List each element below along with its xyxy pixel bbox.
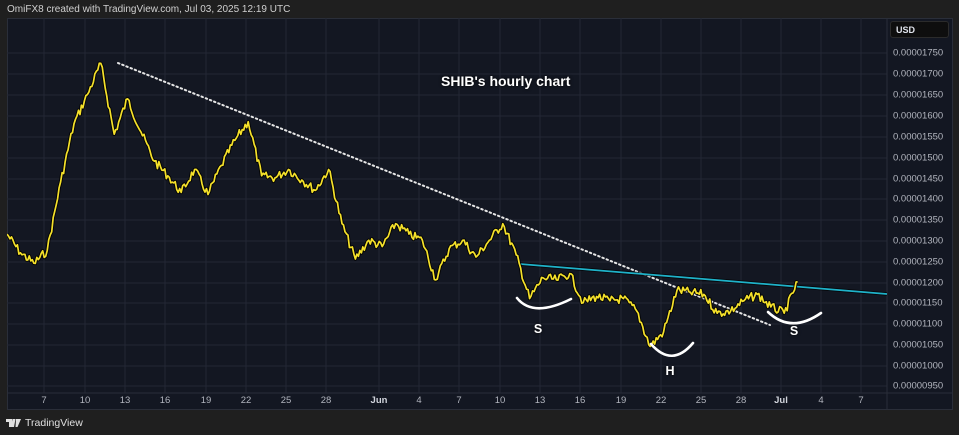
left-shoulder-arc <box>515 296 573 310</box>
time-tick-label: 22 <box>240 395 252 406</box>
price-tick-label: 0.00001600 <box>893 110 944 122</box>
time-tick-label: 7 <box>456 395 462 406</box>
time-tick-label: 13 <box>119 395 131 406</box>
price-tick-label: 0.00001050 <box>893 339 944 351</box>
time-tick-label: 25 <box>695 395 707 406</box>
time-tick-label: 13 <box>534 395 546 406</box>
right-shoulder-arc <box>766 310 823 325</box>
time-tick-label: 4 <box>818 395 824 406</box>
currency-selector[interactable]: USD <box>890 21 949 38</box>
price-tick-label: 0.00001300 <box>893 235 944 247</box>
tradingview-logo-icon <box>6 419 21 427</box>
time-tick-label: Jun <box>370 395 388 406</box>
time-tick-label: 28 <box>320 395 332 406</box>
price-tick-label: 0.00001000 <box>893 360 944 372</box>
time-tick-label: 19 <box>200 395 212 406</box>
price-tick-label: 0.00001400 <box>893 193 944 205</box>
chart-grid <box>7 18 887 393</box>
time-tick-label: 28 <box>735 395 747 406</box>
price-line <box>7 62 798 348</box>
price-tick-label: 0.00001100 <box>893 318 943 330</box>
time-tick-label: 16 <box>159 395 171 406</box>
neckline <box>519 263 887 295</box>
time-tick-label: 10 <box>494 395 506 406</box>
time-tick-label: 4 <box>416 395 422 406</box>
head-label: H <box>665 364 675 378</box>
price-tick-label: 0.00001150 <box>893 297 943 309</box>
right-shoulder-label: S <box>789 324 799 338</box>
time-tick-label: 25 <box>280 395 292 406</box>
time-tick-label: 7 <box>858 395 864 406</box>
price-tick-label: 0.00001250 <box>893 256 944 268</box>
time-tick-label: 10 <box>79 395 91 406</box>
price-tick-label: 0.00001650 <box>893 89 944 101</box>
time-tick-label: 7 <box>41 395 47 406</box>
chart-title-annotation: SHIB's hourly chart <box>441 73 571 89</box>
price-tick-label: 0.00000950 <box>893 380 944 392</box>
left-shoulder-label: S <box>533 322 543 336</box>
head-arc <box>649 341 695 358</box>
time-tick-label: 16 <box>574 395 586 406</box>
price-tick-label: 0.00001550 <box>893 131 944 143</box>
brand-name: TradingView <box>25 417 83 429</box>
time-tick-label: 22 <box>655 395 667 406</box>
time-tick-label: Jul <box>774 395 788 406</box>
descending-trendline <box>117 62 771 326</box>
price-tick-label: 0.00001700 <box>893 68 944 80</box>
time-tick-label: 19 <box>615 395 627 406</box>
price-tick-label: 0.00001450 <box>893 173 944 185</box>
tradingview-brand[interactable]: TradingView <box>6 416 83 430</box>
price-tick-label: 0.00001750 <box>893 47 944 59</box>
price-tick-label: 0.00001200 <box>893 277 944 289</box>
chart-attribution: OmiFX8 created with TradingView.com, Jul… <box>7 4 291 15</box>
price-tick-label: 0.00001350 <box>893 214 944 226</box>
price-chart[interactable] <box>7 18 953 410</box>
price-tick-label: 0.00001500 <box>893 152 944 164</box>
